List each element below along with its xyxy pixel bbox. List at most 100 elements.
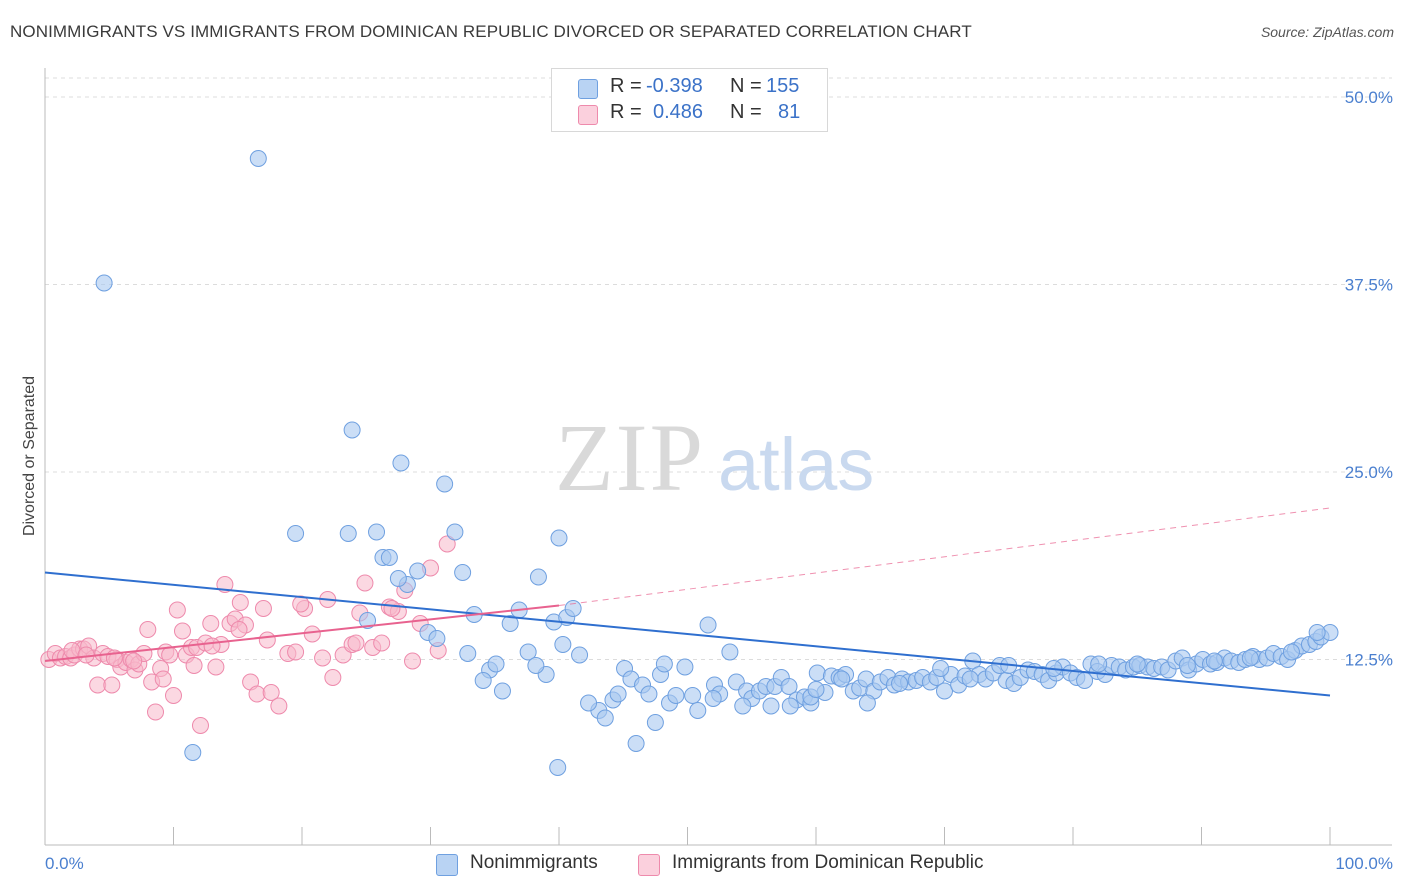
chart-title: NONIMMIGRANTS VS IMMIGRANTS FROM DOMINIC… — [10, 22, 972, 41]
grid-lines — [45, 77, 1392, 660]
data-point-immigrants — [258, 631, 276, 649]
data-point-nonimmigrants — [474, 672, 492, 689]
data-point-immigrants — [324, 669, 342, 686]
data-point-nonimmigrants — [1090, 655, 1108, 673]
data-point-immigrants — [314, 649, 332, 667]
tick-labels: 12.5% 25.0% 37.5% 50.0% 0.0% 100.0% — [45, 88, 1393, 873]
data-point-immigrants — [347, 634, 365, 652]
legend-swatch-pink — [578, 105, 598, 125]
data-point-nonimmigrants — [564, 600, 582, 617]
data-point-nonimmigrants — [287, 525, 305, 542]
data-point-immigrants — [139, 621, 157, 638]
legend-swatch-blue — [436, 854, 458, 876]
data-point-nonimmigrants — [501, 615, 519, 632]
axes — [44, 68, 1392, 846]
data-point-nonimmigrants — [550, 529, 568, 547]
data-point-immigrants — [383, 600, 401, 617]
legend-n-label: N = — [730, 75, 762, 97]
data-point-nonimmigrants — [1178, 657, 1196, 674]
data-point-nonimmigrants — [1128, 655, 1146, 673]
trend-line-immigrants-extension — [558, 507, 1331, 606]
data-point-immigrants — [438, 535, 456, 553]
data-point-nonimmigrants — [436, 475, 454, 493]
series-immigrants-points — [40, 535, 456, 734]
data-point-nonimmigrants — [833, 670, 851, 688]
data-point-nonimmigrants — [519, 643, 537, 661]
data-point-nonimmigrants — [640, 685, 658, 703]
data-point-nonimmigrants — [184, 744, 202, 761]
data-point-nonimmigrants — [343, 421, 361, 439]
data-point-immigrants — [287, 643, 305, 661]
data-point-nonimmigrants — [428, 630, 446, 647]
legend-r-label: R = — [610, 75, 642, 97]
data-point-nonimmigrants — [936, 682, 953, 700]
data-point-nonimmigrants — [459, 645, 477, 662]
correlation-legend: R = -0.398 N = 155 R = 0.486 N = 81 — [551, 68, 828, 132]
x-tick-label: 0.0% — [45, 854, 84, 873]
data-point-nonimmigrants — [808, 664, 826, 682]
trend-line-immigrants — [44, 604, 560, 662]
data-point-nonimmigrants — [684, 687, 702, 704]
y-tick-label: 37.5% — [1345, 276, 1393, 295]
data-point-nonimmigrants — [493, 682, 511, 700]
data-point-nonimmigrants — [721, 643, 739, 661]
data-point-nonimmigrants — [571, 646, 589, 664]
data-point-nonimmigrants — [580, 694, 598, 712]
data-point-nonimmigrants — [780, 678, 798, 695]
legend-swatch-blue — [578, 79, 598, 99]
legend-row-immigrants: R = 0.486 N = 81 — [552, 101, 827, 127]
data-point-immigrants — [262, 684, 280, 701]
data-point-nonimmigrants — [446, 523, 464, 541]
data-point-nonimmigrants — [596, 709, 614, 727]
data-point-immigrants — [89, 676, 107, 694]
data-point-immigrants — [161, 646, 179, 664]
data-point-immigrants — [154, 670, 172, 688]
data-point-nonimmigrants — [339, 525, 357, 542]
y-tick-label: 50.0% — [1345, 88, 1393, 107]
data-point-nonimmigrants — [932, 660, 950, 677]
y-tick-label: 12.5% — [1345, 651, 1393, 670]
data-point-immigrants — [248, 685, 266, 703]
data-point-immigrants — [303, 625, 321, 643]
x-tick-label: 100.0% — [1335, 854, 1393, 873]
data-point-immigrants — [185, 657, 203, 674]
data-point-nonimmigrants — [249, 150, 267, 167]
legend-r-label: R = — [610, 101, 642, 123]
data-point-immigrants — [63, 642, 81, 659]
legend-label: Nonimmigrants — [470, 852, 598, 873]
data-point-nonimmigrants — [392, 454, 410, 472]
data-point-immigrants — [270, 697, 288, 715]
data-point-nonimmigrants — [699, 616, 717, 634]
data-point-nonimmigrants — [734, 697, 752, 715]
legend-swatch-pink — [638, 854, 660, 876]
data-point-nonimmigrants — [781, 697, 799, 715]
legend-r-value: 0.486 — [653, 101, 704, 123]
y-tick-label: 25.0% — [1345, 463, 1393, 482]
data-point-nonimmigrants — [667, 687, 685, 704]
data-point-nonimmigrants — [961, 670, 979, 688]
data-point-nonimmigrants — [807, 681, 825, 698]
data-point-immigrants — [231, 594, 249, 611]
watermark-zip: ZIP — [555, 404, 705, 511]
data-point-nonimmigrants — [858, 694, 876, 712]
data-point-nonimmigrants — [646, 714, 664, 731]
data-point-immigrants — [230, 621, 248, 638]
data-point-immigrants — [203, 637, 221, 655]
data-point-immigrants — [125, 652, 143, 670]
data-point-immigrants — [207, 658, 225, 676]
data-point-nonimmigrants — [95, 274, 113, 292]
data-point-immigrants — [373, 634, 391, 652]
data-point-nonimmigrants — [655, 655, 673, 673]
data-point-nonimmigrants — [1282, 643, 1300, 661]
data-point-immigrants — [147, 703, 165, 721]
source-label: Source: ZipAtlas.com — [1260, 24, 1394, 40]
data-point-nonimmigrants — [609, 685, 627, 703]
legend-row-nonimmigrants: R = -0.398 N = 155 — [552, 75, 827, 101]
data-point-immigrants — [168, 601, 186, 619]
data-point-nonimmigrants — [454, 564, 472, 581]
data-point-immigrants — [254, 600, 272, 617]
data-point-immigrants — [191, 717, 209, 734]
data-point-nonimmigrants — [487, 655, 505, 673]
data-point-immigrants — [404, 652, 422, 670]
data-point-immigrants — [103, 676, 121, 694]
